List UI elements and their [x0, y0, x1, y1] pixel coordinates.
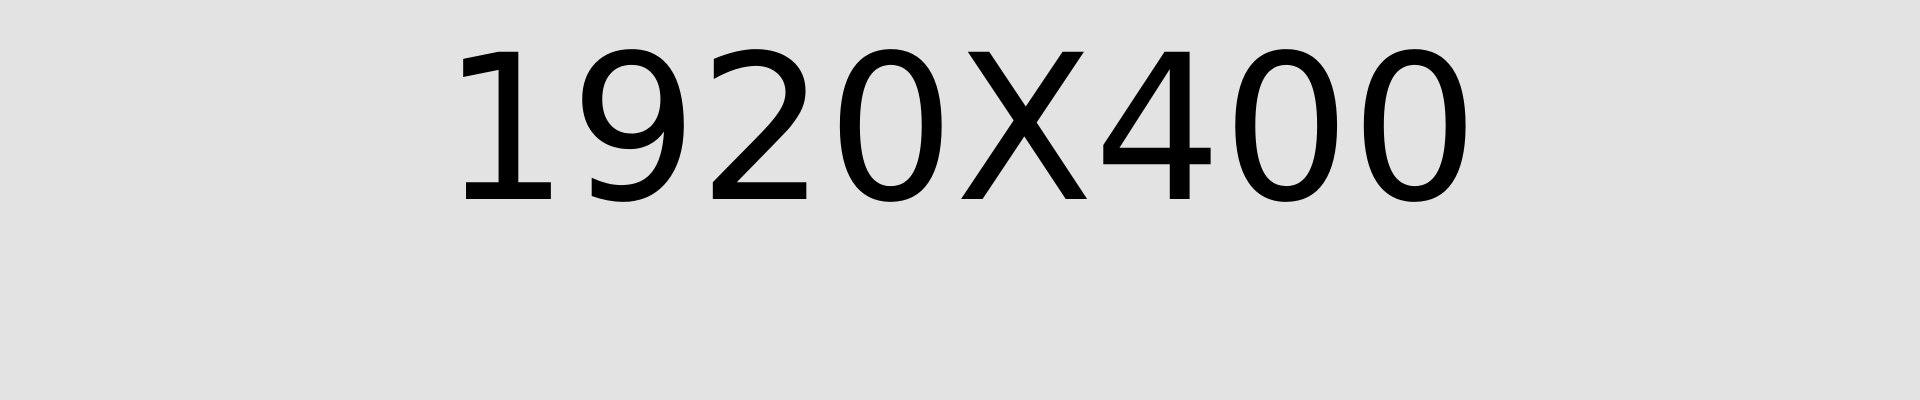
- dimensions-label: 1920X400: [440, 11, 1479, 247]
